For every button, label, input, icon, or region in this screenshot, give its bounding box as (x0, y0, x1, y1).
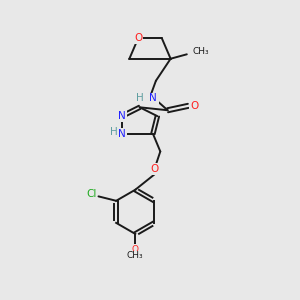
Text: O: O (190, 101, 198, 111)
Text: O: O (132, 245, 139, 254)
Text: CH₃: CH₃ (127, 251, 144, 260)
Text: CH₃: CH₃ (193, 47, 209, 56)
Text: O: O (150, 164, 158, 174)
Text: Cl: Cl (86, 189, 96, 199)
Text: H: H (110, 127, 118, 137)
Text: N: N (149, 94, 157, 103)
Text: O: O (134, 33, 142, 43)
Text: H: H (136, 94, 144, 103)
Text: N: N (118, 129, 126, 139)
Text: H  N: H N (136, 94, 158, 103)
Text: N: N (118, 111, 126, 121)
